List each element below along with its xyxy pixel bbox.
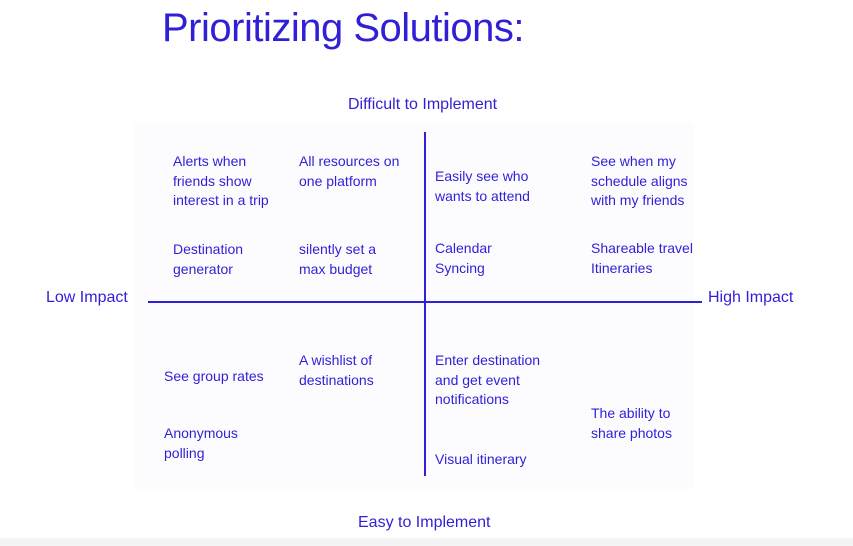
axis-label-high-impact: High Impact xyxy=(708,289,794,306)
note-wishlist-destinations: A wishlist of destinations xyxy=(299,352,374,388)
note-calendar-syncing: Calendar Syncing xyxy=(435,240,492,276)
note-destination-generator: Destination generator xyxy=(173,241,244,277)
page-title: Prioritizing Solutions: xyxy=(162,6,525,50)
note-shareable-itineraries: Shareable travel Itineraries xyxy=(591,240,693,276)
note-share-photos: The ability to share photos xyxy=(591,405,672,441)
implementation-axis-line xyxy=(424,132,426,476)
axis-label-easy: Easy to Implement xyxy=(358,514,491,531)
note-anonymous-polling: Anonymous polling xyxy=(164,425,238,461)
axis-label-low-impact: Low Impact xyxy=(46,289,128,306)
note-easily-see-who-attends: Easily see who wants to attend xyxy=(435,168,530,204)
note-schedule-aligns-friends: See when my schedule aligns with my frie… xyxy=(591,153,688,208)
axis-label-difficult: Difficult to Implement xyxy=(348,96,498,113)
matrix-panel xyxy=(134,124,694,489)
note-alerts-friends-interest: Alerts when friends show interest in a t… xyxy=(173,153,269,208)
note-all-resources-one-platform: All resources on one platform xyxy=(299,153,400,189)
note-silently-set-max-budget: silently set a max budget xyxy=(299,241,377,277)
bottom-edge xyxy=(0,538,853,546)
note-see-group-rates: See group rates xyxy=(164,368,264,384)
note-visual-itinerary: Visual itinerary xyxy=(435,451,527,467)
note-destination-event-notifications: Enter destination and get event notifica… xyxy=(435,352,541,407)
